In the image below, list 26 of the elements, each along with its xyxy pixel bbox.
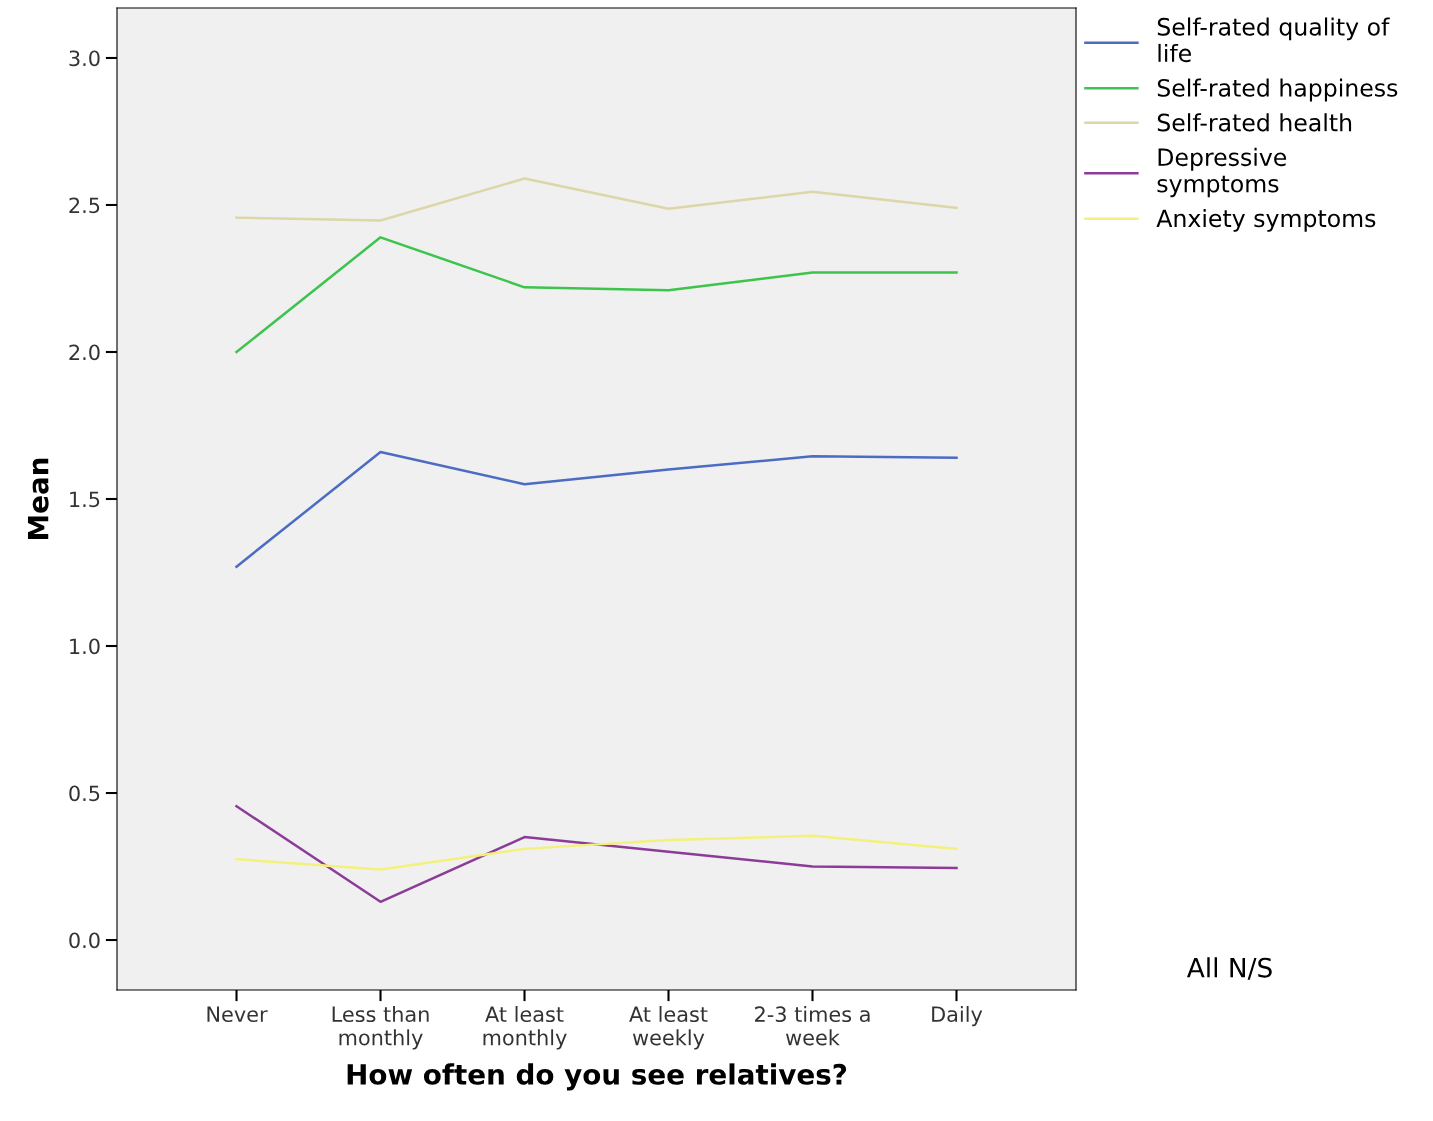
legend-label: Self-rated health	[1157, 113, 1352, 132]
text: All N/S	[1186, 957, 1272, 980]
x-tick-label: At least weekly	[629, 1005, 708, 1050]
y-tick-label: 2.5	[69, 197, 100, 214]
x-tick-label: 2-3 times a week	[755, 1005, 870, 1046]
y-tick-label: 2.0	[69, 344, 100, 361]
x-axis-title: How often do you see relatives?	[347, 1063, 847, 1091]
x-tick-label: At least monthly	[483, 1005, 567, 1050]
line-series	[235, 834, 958, 871]
legend-label: Depressive symptoms	[1157, 147, 1287, 198]
y-tick-label: 3.0	[69, 50, 100, 67]
legend-label: Self-rated quality of life	[1157, 17, 1390, 63]
y-tick-label: 0.5	[69, 785, 100, 802]
line-series	[235, 177, 958, 222]
legend-label: Self-rated happiness	[1157, 78, 1398, 102]
line-series	[235, 804, 958, 904]
y-tick-label: 0.0	[69, 932, 100, 949]
legend-label: Anxiety symptoms	[1156, 208, 1376, 232]
y-tick-label: 1.0	[70, 638, 100, 655]
line-series	[235, 450, 958, 568]
x-tick-label: Less than monthly	[332, 1005, 429, 1050]
y-tick-label: 1.5	[70, 491, 100, 508]
y-axis-title: Mean	[27, 458, 49, 539]
x-tick-label: Never	[207, 1006, 268, 1023]
x-tick-label: Daily	[932, 1005, 983, 1027]
line-series	[235, 236, 958, 354]
